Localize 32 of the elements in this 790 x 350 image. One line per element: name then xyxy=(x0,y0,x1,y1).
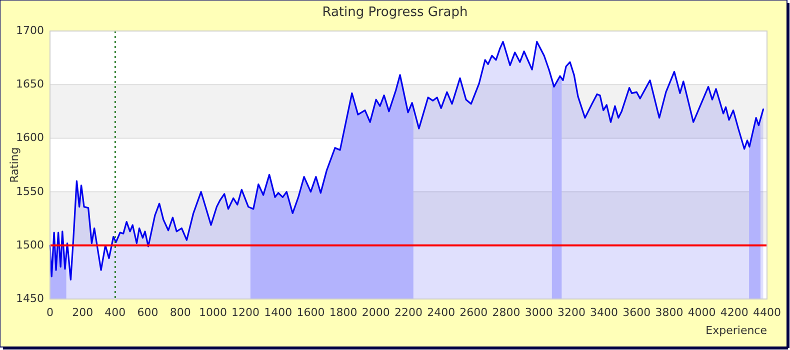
x-tick-label: 4000 xyxy=(688,306,716,319)
x-tick-label: 200 xyxy=(72,306,94,319)
x-tick-label: 2400 xyxy=(427,306,456,319)
y-tick-label: 1550 xyxy=(16,184,44,198)
x-tick-label: 400 xyxy=(104,306,126,319)
x-tick-label: 800 xyxy=(170,306,191,319)
x-tick-label: 3800 xyxy=(655,306,684,319)
x-tick-label: 2200 xyxy=(394,306,422,319)
x-tick-label: 3000 xyxy=(524,306,553,319)
x-tick-label: 2600 xyxy=(460,306,488,319)
y-tick-label: 1700 xyxy=(16,24,44,38)
y-tick-label: 1500 xyxy=(16,238,44,252)
x-tick-label: 1200 xyxy=(232,306,260,319)
x-tick-label: 1600 xyxy=(296,306,325,319)
x-axis-title: Experience xyxy=(706,324,768,337)
y-tick-label: 1600 xyxy=(16,131,44,144)
x-tick-label: 4400 xyxy=(753,306,781,319)
y-axis-title: Rating xyxy=(8,147,21,183)
x-tick-label: 600 xyxy=(137,306,158,319)
chart-title: Rating Progress Graph xyxy=(322,5,468,20)
x-tick-label: 2000 xyxy=(362,306,390,319)
x-tick-label: 0 xyxy=(46,306,54,319)
x-tick-label: 1000 xyxy=(198,306,227,319)
x-tick-label: 3600 xyxy=(622,306,651,319)
y-tick-label: 1650 xyxy=(16,78,44,91)
x-tick-label: 3400 xyxy=(590,306,618,319)
y-tick-label: 1450 xyxy=(16,292,44,306)
x-tick-label: 4200 xyxy=(720,306,748,319)
x-tick-label: 1800 xyxy=(329,306,358,319)
x-tick-label: 2800 xyxy=(492,306,520,319)
x-tick-label: 3200 xyxy=(557,306,586,319)
x-tick-label: 1400 xyxy=(264,306,292,319)
